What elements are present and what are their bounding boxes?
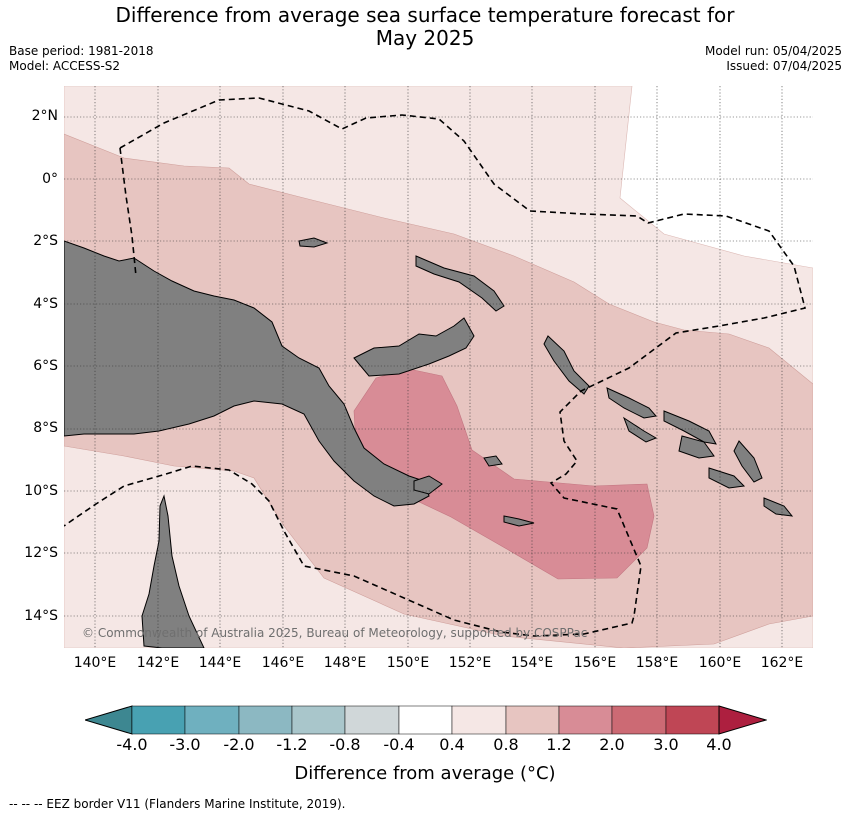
colorbar-swatch: [238, 705, 293, 735]
guadalcanal-land: [678, 435, 715, 459]
colorbar-swatch: [665, 705, 720, 735]
bougainville-land: [543, 335, 590, 395]
colorbar-tick: -0.4: [383, 735, 415, 754]
colorbar-tick: -4.0: [116, 735, 148, 754]
louisiade-land: [503, 515, 535, 527]
eez-legend-note: -- -- -- EEZ border V11 (Flanders Marine…: [9, 797, 346, 811]
colorbar-tick: 0.8: [493, 735, 519, 754]
colorbar-swatch: [505, 705, 560, 735]
graticule: [64, 86, 813, 648]
map-panel: © Commonwealth of Australia 2025, Bureau…: [64, 86, 813, 648]
colorbar-extend-high: [718, 705, 768, 735]
eez-png-border: [64, 97, 806, 637]
colorbar-graphic: [83, 705, 768, 735]
lat-label-2n: 2°N: [31, 108, 58, 124]
makira-land: [708, 467, 746, 489]
lon-label-152e: 152°E: [448, 655, 492, 671]
colorbar-tick: 1.2: [546, 735, 572, 754]
new-ireland-land: [415, 255, 505, 312]
lat-label-4s: 4°S: [33, 296, 58, 312]
rennell-land: [763, 497, 794, 517]
land-masses: [64, 237, 794, 648]
manus-land: [298, 237, 329, 248]
santa-isabel-land: [663, 410, 717, 445]
lat-label-2s: 2°S: [33, 233, 58, 249]
lat-label-10s: 10°S: [24, 483, 58, 499]
meta-left: Base period: 1981-2018 Model: ACCESS-S2: [9, 44, 154, 74]
title-line-1: Difference from average sea surface temp…: [115, 3, 735, 27]
lon-label-160e: 160°E: [698, 655, 742, 671]
lon-label-144e: 144°E: [198, 655, 242, 671]
lat-label-14s: 14°S: [24, 608, 58, 624]
lon-label-142e: 142°E: [136, 655, 180, 671]
colorbar-title: Difference from average (°C): [294, 763, 556, 784]
colorbar-swatch: [344, 705, 400, 735]
colorbar: [83, 705, 768, 739]
model-name: Model: ACCESS-S2: [9, 59, 121, 73]
colorbar-swatch: [451, 705, 507, 735]
map-title: Difference from average sea surface temp…: [0, 4, 850, 50]
eez-west-border: [119, 147, 137, 277]
lon-label-154e: 154°E: [510, 655, 554, 671]
map-canvas: © Commonwealth of Australia 2025, Bureau…: [64, 86, 813, 648]
meta-right: Model run: 05/04/2025 Issued: 07/04/2025: [705, 44, 842, 74]
title-line-2: May 2025: [375, 26, 475, 50]
lon-label-156e: 156°E: [573, 655, 617, 671]
colorbar-tick: 2.0: [599, 735, 625, 754]
colorbar-tick: 4.0: [706, 735, 732, 754]
colorbar-tick: -0.8: [329, 735, 361, 754]
lon-label-140e: 140°E: [73, 655, 117, 671]
woodlark-land: [483, 455, 503, 467]
colorbar-swatch: [558, 705, 613, 735]
lon-label-150e: 150°E: [386, 655, 430, 671]
colorbar-swatch: [184, 705, 240, 735]
cape-york-land: [141, 494, 205, 648]
colorbar-tick: -1.2: [276, 735, 308, 754]
lat-label-12s: 12°S: [24, 545, 58, 561]
lat-label-0: 0°: [42, 171, 58, 187]
colorbar-tick: 0.4: [439, 735, 465, 754]
colorbar-tick: 3.0: [653, 735, 679, 754]
lat-label-8s: 8°S: [33, 420, 58, 436]
colorbar-swatch: [611, 705, 667, 735]
eez-borders: [64, 97, 806, 637]
lon-label-146e: 146°E: [261, 655, 305, 671]
lon-label-162e: 162°E: [760, 655, 804, 671]
lon-label-148e: 148°E: [323, 655, 367, 671]
lat-label-6s: 6°S: [33, 358, 58, 374]
base-period: Base period: 1981-2018: [9, 44, 154, 58]
new-britain-land: [353, 317, 475, 377]
colorbar-swatch: [131, 705, 186, 735]
copyright-notice: © Commonwealth of Australia 2025, Bureau…: [82, 626, 587, 640]
lon-label-158e: 158°E: [635, 655, 679, 671]
colorbar-extend-low: [83, 705, 133, 735]
malaita-land: [733, 440, 763, 483]
colorbar-tick: -2.0: [223, 735, 255, 754]
colorbar-swatch: [398, 705, 453, 735]
colorbar-tick: -3.0: [169, 735, 201, 754]
new-guinea-land: [64, 240, 430, 507]
fergusson-land: [413, 475, 443, 495]
colorbar-swatch: [291, 705, 346, 735]
choiseul-land: [606, 387, 657, 419]
issued-date: Issued: 07/04/2025: [726, 59, 842, 73]
model-run: Model run: 05/04/2025: [704, 44, 842, 58]
